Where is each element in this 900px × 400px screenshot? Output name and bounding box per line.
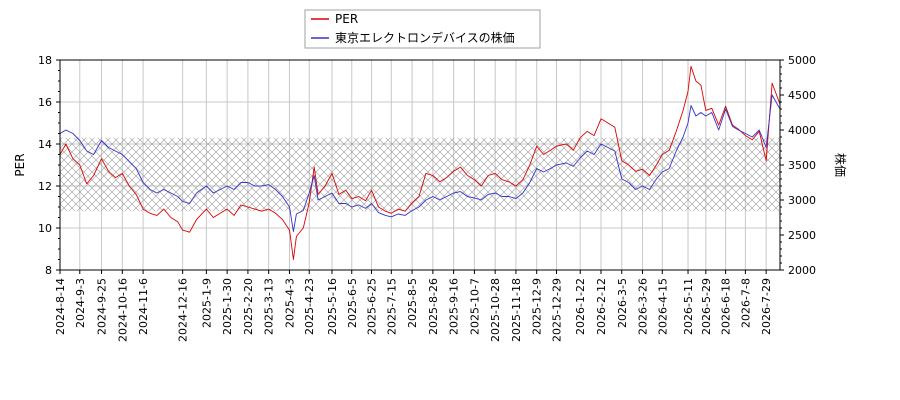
x-tick-label: 2025-3-13 [263,278,276,335]
y2-tick-label: 5000 [788,54,816,67]
x-tick-label: 2026-5-29 [700,278,713,335]
x-tick-label: 2025-4-3 [283,278,296,328]
x-tick-label: 2025-1-30 [221,278,234,335]
x-tick-label: 2025-5-16 [326,278,339,335]
series-layer [60,65,780,260]
y-tick-label: 18 [38,54,52,67]
y2-tick-label: 2500 [788,229,816,242]
x-tick-label: 2026-3-26 [637,278,650,335]
x-tick-label: 2025-2-20 [242,278,255,335]
y2-tick-label: 3000 [788,194,816,207]
x-tick-label: 2026-7-29 [760,278,773,335]
x-tick-label: 2025-12-29 [550,278,563,342]
x-tick-label: 2025-4-23 [303,278,316,335]
legend-box [304,9,541,49]
y-tick-label: 14 [38,138,52,151]
legend-label-stock-price: 東京エレクトロンデバイスの株価 [335,30,515,45]
range-band [60,137,780,212]
x-tick-label: 2024-10-16 [116,278,129,342]
x-tick-label: 2024-12-16 [177,278,190,342]
x-tick-label: 2025-7-15 [385,278,398,335]
x-tick-label: 2024-8-14 [54,278,67,335]
x-tick-label: 2026-4-15 [656,278,669,335]
y-axis-title-left: PER [13,153,27,176]
x-tick-label: 2026-2-12 [595,278,608,335]
series-line-per [60,65,780,260]
x-tick-label: 2026-1-22 [574,278,587,335]
y2-tick-label: 4500 [788,89,816,102]
x-tick-label: 2024-11-6 [137,278,150,335]
legend: PER 東京エレクトロンデバイスの株価 [304,9,541,49]
x-tick-label: 2026-6-18 [720,278,733,335]
x-tick-label: 2025-8-26 [427,278,440,335]
y-tick-label: 12 [38,180,52,193]
x-tick-label: 2025-1-9 [200,278,213,328]
x-tick-label: 2025-6-25 [366,278,379,335]
y-tick-label: 8 [45,264,52,277]
y-axis-right: 2000 2500 3000 3500 4000 4500 5000 [780,54,816,277]
x-tick-label: 2024-9-3 [74,278,87,328]
y-tick-label: 16 [38,96,52,109]
x-tick-label: 2026-7-8 [739,278,752,328]
x-tick-label: 2026-5-11 [682,278,695,335]
x-tick-label: 2025-12-9 [531,278,544,335]
y2-tick-label: 2000 [788,264,816,277]
legend-label-per: PER [335,12,358,26]
y2-tick-label: 4000 [788,124,816,137]
y-axis-left: 8 10 12 14 16 18 [38,54,60,277]
x-tick-label: 2024-9-25 [96,278,109,335]
x-tick-label: 2025-10-7 [468,278,481,335]
series-line-stock-price [60,94,780,232]
x-tick-label: 2025-8-5 [406,278,419,328]
x-tick-label: 2025-6-5 [346,278,359,328]
x-tick-label: 2025-9-16 [448,278,461,335]
y-axis-title-right: 株価 [833,153,848,177]
x-tick-label: 2026-3-5 [616,278,629,328]
y-tick-label: 10 [38,222,52,235]
x-tick-label: 2025-11-18 [510,278,523,342]
x-tick-label: 2025-10-28 [489,278,502,342]
x-axis: 2024-8-14 2024-9-3 2024-9-25 2024-10-16 2024… [54,270,773,342]
y2-tick-label: 3500 [788,159,816,172]
